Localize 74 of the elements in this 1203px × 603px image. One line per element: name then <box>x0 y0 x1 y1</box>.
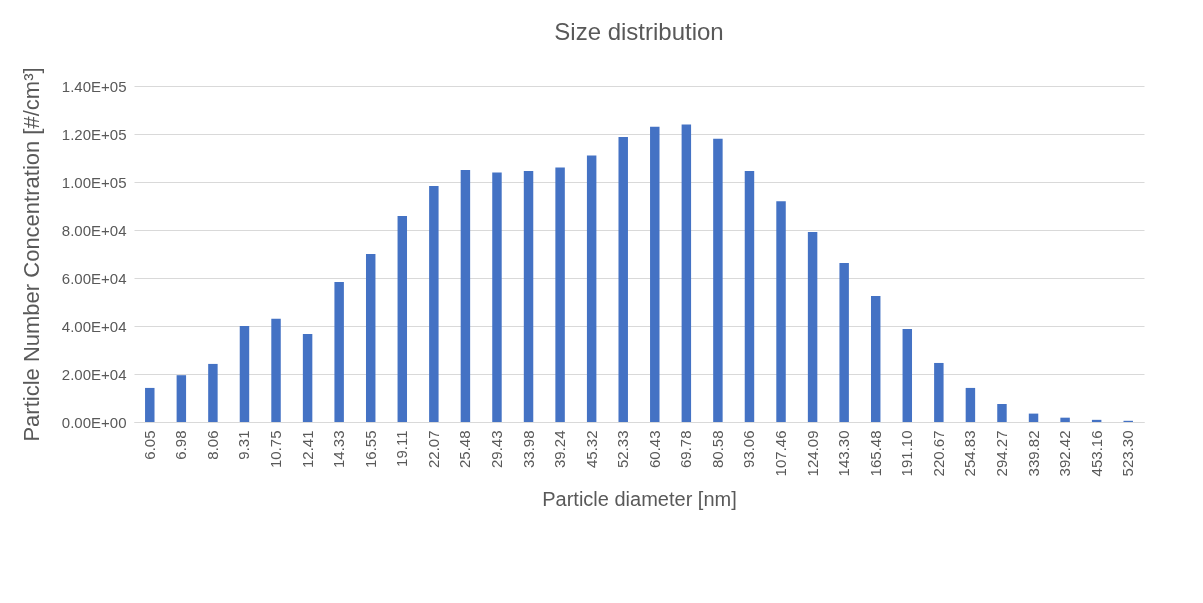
bar <box>302 333 313 422</box>
x-tick-label: 124.09 <box>803 430 821 477</box>
x-tick-label: 25.48 <box>456 430 474 469</box>
bar <box>934 362 944 422</box>
bar <box>807 231 818 422</box>
bar <box>492 172 502 422</box>
bar <box>429 186 439 422</box>
bar <box>1091 419 1102 422</box>
x-tick-label: 6.05 <box>140 430 158 460</box>
y-tick-label: 2.00E+04 <box>61 365 127 383</box>
y-tick-label: 1.40E+05 <box>61 77 127 95</box>
x-tick-label: 339.82 <box>1024 430 1042 477</box>
x-tick-label: 52.33 <box>614 430 632 469</box>
x-tick-label: 453.16 <box>1087 430 1105 477</box>
x-axis-title: Particle diameter [nm] <box>542 488 737 511</box>
x-tick-label: 22.07 <box>424 430 442 469</box>
x-tick-label: 29.43 <box>487 430 505 469</box>
bar <box>365 254 376 422</box>
bar <box>555 167 565 422</box>
bar <box>965 387 976 422</box>
x-tick-label: 12.41 <box>298 430 316 469</box>
x-tick-label: 60.43 <box>645 430 663 469</box>
bar <box>1060 417 1070 422</box>
bar <box>271 318 281 422</box>
x-tick-label: 523.30 <box>1119 430 1137 477</box>
chart-title: Size distribution <box>554 17 724 45</box>
bar <box>681 124 692 422</box>
bar <box>208 363 218 422</box>
bar <box>145 387 155 422</box>
bar <box>839 262 849 422</box>
x-tick-label: 14.33 <box>330 430 348 469</box>
bar <box>618 137 628 422</box>
x-tick-label: 6.98 <box>172 430 190 460</box>
x-tick-label: 33.98 <box>519 430 537 469</box>
y-tick-label: 8.00E+04 <box>61 221 127 239</box>
x-tick-label: 39.24 <box>551 430 569 469</box>
bar <box>586 155 597 422</box>
y-tick-label: 0.00E+00 <box>61 413 127 431</box>
bar <box>713 138 723 422</box>
bar <box>776 201 786 422</box>
x-tick-label: 45.32 <box>582 430 600 469</box>
x-tick-label: 254.83 <box>961 430 979 477</box>
bar <box>997 404 1007 422</box>
x-tick-label: 294.27 <box>992 430 1010 477</box>
bar <box>460 170 471 422</box>
bar <box>397 216 408 422</box>
x-tick-label: 16.55 <box>361 430 379 469</box>
bar <box>176 375 187 422</box>
x-tick-label: 191.10 <box>898 430 916 477</box>
y-axis-title: Particle Number Concentration [#/cm³] <box>18 67 44 442</box>
x-tick-label: 80.58 <box>708 430 726 469</box>
x-tick-label: 107.46 <box>772 430 790 477</box>
x-tick-label: 19.11 <box>393 430 411 467</box>
x-tick-label: 10.75 <box>267 430 285 469</box>
bar <box>239 326 250 422</box>
y-tick-label: 1.20E+05 <box>61 125 127 143</box>
x-tick-label: 9.31 <box>235 430 253 460</box>
bar <box>650 126 660 422</box>
bar <box>870 296 881 422</box>
bar <box>744 170 755 422</box>
x-tick-label: 220.67 <box>929 430 947 477</box>
bar <box>902 328 913 422</box>
bar <box>523 170 534 422</box>
y-tick-label: 6.00E+04 <box>61 269 127 287</box>
y-tick-label: 1.00E+05 <box>61 173 127 191</box>
x-tick-label: 69.78 <box>677 430 695 469</box>
x-tick-label: 165.48 <box>866 430 884 477</box>
x-tick-label: 143.30 <box>835 430 853 477</box>
x-tick-label: 93.06 <box>740 430 758 469</box>
bar <box>1028 413 1039 422</box>
x-tick-label: 392.42 <box>1056 430 1074 477</box>
bar <box>334 282 344 422</box>
y-tick-label: 4.00E+04 <box>61 317 127 335</box>
x-tick-label: 8.06 <box>203 430 221 460</box>
